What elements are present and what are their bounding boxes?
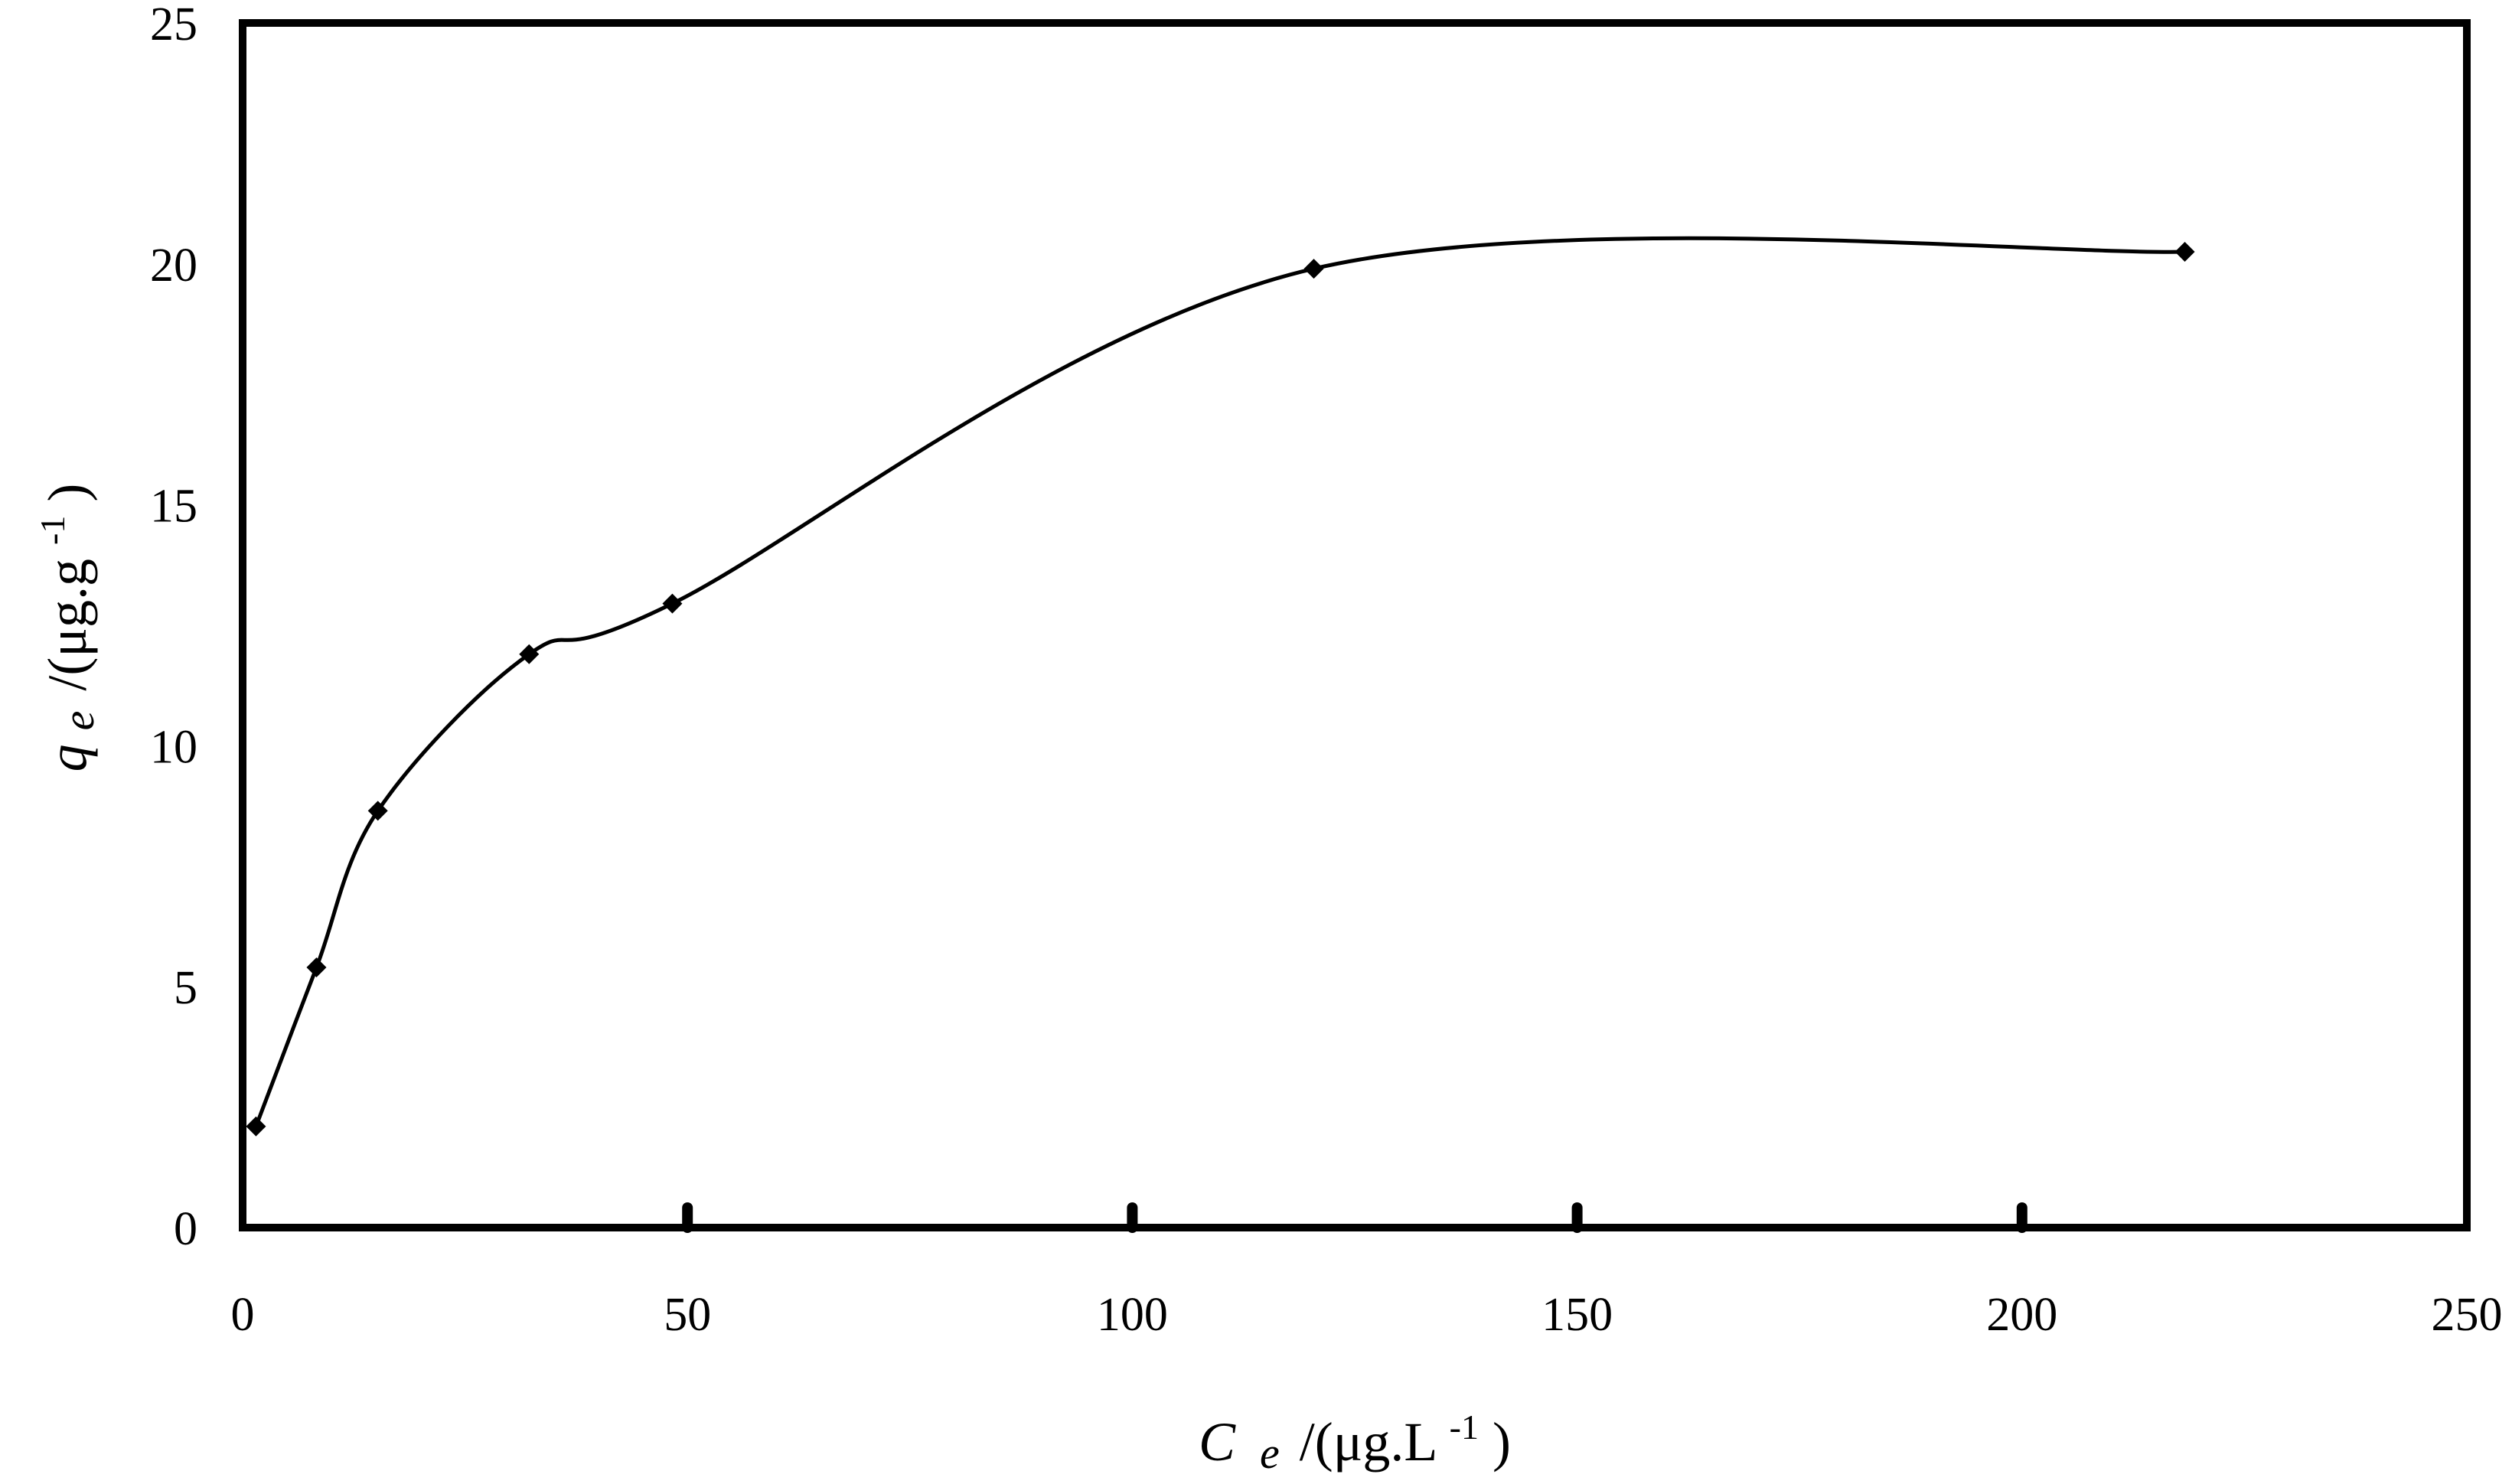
x-tick-label-0: 0	[231, 1289, 255, 1341]
x-axis-subscript: e	[1260, 1428, 1280, 1478]
y-axis-unit-suffix: )	[37, 484, 98, 502]
x-axis-ticks	[682, 1202, 2028, 1233]
x-axis-unit-suffix: )	[1493, 1411, 1511, 1473]
x-axis-tick-labels: 0 50 100 150 200 250	[231, 1289, 2503, 1341]
y-axis-symbol: q	[37, 744, 98, 771]
y-tick-label-25: 25	[150, 0, 197, 51]
x-tick-label-200: 200	[1986, 1289, 2057, 1341]
y-axis-subscript: e	[54, 711, 103, 731]
x-tick-label-100: 100	[1097, 1289, 1168, 1341]
y-tick-label-20: 20	[150, 240, 197, 292]
data-point-7	[2174, 242, 2195, 263]
data-point-6	[1303, 259, 1324, 279]
y-axis-tick-labels: 0 5 10 15 20 25	[150, 0, 197, 1255]
x-axis-symbol: C	[1199, 1411, 1236, 1473]
plot-frame	[239, 19, 2471, 1231]
y-tick-label-5: 5	[174, 962, 197, 1014]
y-tick-label-0: 0	[174, 1203, 197, 1255]
series-curve	[254, 236, 2185, 1127]
x-axis-title: C e /(μg.L -1 )	[1199, 1390, 1511, 1480]
y-axis-unit-exponent: -1	[33, 516, 72, 545]
y-axis-title: q e /(μg.g -1 )	[15, 484, 106, 772]
y-axis-unit-prefix: /(μg.g	[37, 559, 98, 691]
x-tick-label-250: 250	[2432, 1289, 2503, 1341]
data-point-3	[367, 801, 388, 821]
x-axis-unit-exponent: -1	[1450, 1407, 1479, 1446]
y-tick-label-15: 15	[150, 481, 197, 533]
data-point-2	[306, 957, 327, 978]
data-point-4	[519, 644, 540, 664]
x-axis-unit-prefix: /(μg.L	[1300, 1411, 1436, 1473]
y-tick-label-10: 10	[150, 721, 197, 773]
data-point-1	[246, 1116, 266, 1137]
data-point-5	[662, 593, 683, 614]
series-markers	[246, 242, 2195, 1137]
x-tick-label-50: 50	[664, 1289, 711, 1341]
x-tick-label-150: 150	[1541, 1289, 1613, 1341]
